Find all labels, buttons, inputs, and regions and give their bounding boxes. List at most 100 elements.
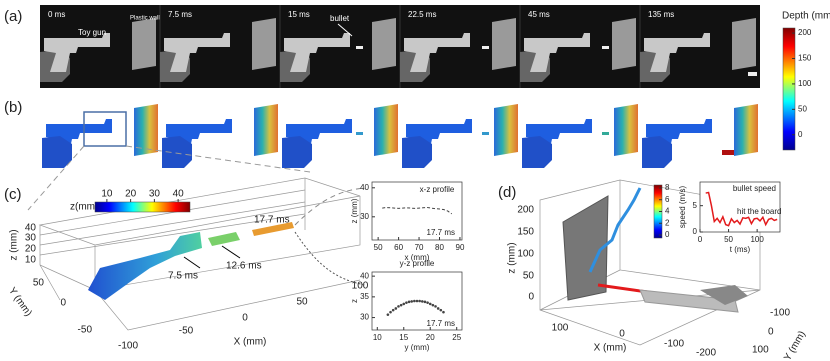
wall	[134, 104, 158, 156]
tick-label: -50	[78, 325, 93, 336]
wall	[732, 18, 756, 70]
point	[413, 299, 416, 303]
annotation: Toy gun	[78, 28, 106, 37]
tick-label: 200	[798, 28, 812, 37]
x-tick-label: 70	[415, 243, 424, 252]
tick-label: 0	[619, 329, 625, 340]
tick-label: 30	[25, 233, 37, 244]
point	[405, 301, 408, 304]
x-tick-label: 100	[750, 235, 764, 244]
grid-line	[39, 189, 306, 256]
tick-label: 0	[242, 313, 248, 324]
connector	[294, 231, 366, 286]
tick-label: 150	[798, 54, 812, 63]
tick-label: 50	[296, 297, 308, 308]
tick-label: -100	[770, 308, 790, 319]
bullet	[356, 132, 363, 135]
bullet-surface	[252, 222, 294, 236]
tick-label: 0	[798, 130, 803, 139]
tick-label: 40	[173, 189, 185, 200]
annotation: 17.7 ms	[254, 215, 290, 226]
tick-label: 150	[517, 227, 534, 238]
panel-label: (a)	[4, 8, 22, 25]
chart-title: y-z profile	[400, 259, 435, 268]
time-label: 15 ms	[288, 10, 310, 19]
y-axis-label: z (mm)	[350, 198, 359, 223]
axis-frame	[539, 179, 761, 346]
photo-strip: 0 ms 7.5 ms 15 ms 22.5 ms 45 ms 135 ms	[40, 5, 760, 88]
bullet	[356, 46, 363, 49]
time-label: 45 ms	[528, 10, 550, 19]
gun-surface	[88, 232, 202, 300]
y-tick-label: 5	[693, 201, 698, 210]
x-tick-label: 90	[456, 243, 465, 252]
point	[418, 299, 421, 303]
tick-label: 8	[665, 183, 670, 192]
bullet	[602, 132, 609, 135]
annotation: 12.6 ms	[226, 261, 262, 272]
x-tick-label: 10	[373, 333, 382, 342]
tick-label: 2	[665, 218, 670, 227]
x-tick-label: 20	[426, 333, 435, 342]
point	[436, 307, 440, 310]
x-tick-label: 80	[435, 243, 444, 252]
y-tick-label: 30	[360, 313, 369, 322]
wall	[614, 104, 638, 156]
wall	[612, 18, 636, 70]
wall	[374, 104, 398, 156]
tick-label: 100	[552, 323, 569, 334]
trajectory	[588, 187, 642, 273]
colorbar-title: Depth (mm)	[782, 11, 830, 22]
bullet	[482, 46, 489, 49]
tick-label: -100	[118, 341, 138, 352]
point	[420, 300, 424, 303]
tick-label: -200	[696, 348, 716, 359]
panel-label: (d)	[498, 184, 516, 201]
point	[410, 300, 414, 303]
bullet	[722, 150, 734, 155]
axes-3d	[539, 179, 761, 346]
wall	[494, 104, 518, 156]
arrow	[183, 245, 241, 269]
panel-label: (c)	[4, 186, 22, 203]
chart-title: bullet speed	[733, 184, 776, 193]
series-line	[705, 191, 778, 227]
y-axis-label: speed (m/s)	[678, 186, 687, 229]
y-tick-label: 35	[360, 292, 369, 301]
x-tick-label: 50	[374, 243, 383, 252]
point	[442, 310, 445, 314]
tick-label: -100	[664, 339, 684, 350]
point	[407, 300, 411, 304]
bullet	[482, 132, 489, 135]
axes-3d	[38, 177, 361, 331]
point	[394, 307, 398, 310]
x-axis-label: y (mm)	[405, 343, 430, 352]
x-tick-label: 25	[452, 333, 461, 342]
zoom-box	[83, 111, 127, 147]
annotation: Plastic wall	[130, 16, 160, 22]
point	[434, 305, 437, 308]
time-label: 0 ms	[48, 10, 65, 19]
x-tick-label: 60	[394, 243, 403, 252]
bullet	[602, 46, 609, 49]
time-label: 22.5 ms	[408, 10, 436, 19]
tick-label: 20	[125, 189, 137, 200]
axis-label: Y (mm)	[782, 329, 808, 361]
tick-label: 4	[665, 207, 670, 216]
wall	[734, 104, 758, 156]
tick-label: 20	[25, 244, 37, 255]
annotation: 7.5 ms	[168, 271, 198, 282]
chart-title: x-z profile	[420, 185, 455, 194]
x-tick-label: 50	[724, 235, 733, 244]
wall	[492, 18, 516, 70]
axis-label: z (mm)	[9, 229, 20, 260]
tick-label: 6	[665, 195, 670, 204]
colorbar-title: z(mm)	[70, 202, 98, 213]
point	[386, 313, 390, 316]
tick-label: 100	[517, 249, 534, 260]
y-tick-label: 0	[693, 227, 698, 236]
point	[431, 303, 435, 307]
wall	[252, 18, 276, 70]
wall	[254, 104, 278, 156]
